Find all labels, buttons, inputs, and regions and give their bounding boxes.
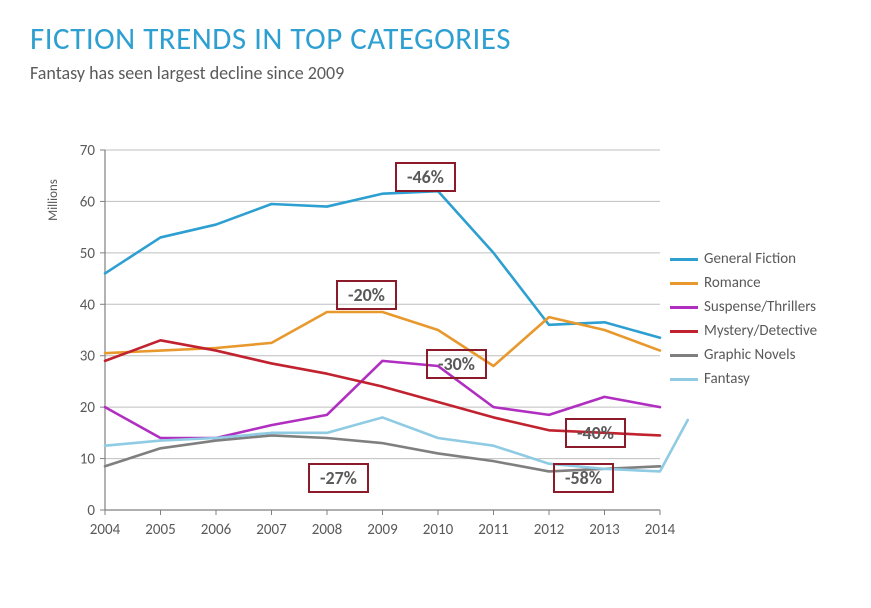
svg-text:2008: 2008 (312, 521, 342, 539)
svg-text:2007: 2007 (256, 521, 287, 539)
callout-label: -40% (565, 418, 626, 448)
legend-label: Romance (704, 274, 761, 292)
callout-label: -58% (553, 463, 614, 493)
svg-text:0: 0 (87, 502, 95, 520)
svg-text:30: 30 (80, 348, 96, 366)
legend-swatch (670, 258, 698, 261)
page-subtitle: Fantasy has seen largest decline since 2… (30, 62, 841, 84)
callout-label: -30% (426, 349, 487, 379)
svg-text:2006: 2006 (201, 521, 232, 539)
legend-swatch (670, 282, 698, 285)
callout-label: -20% (336, 280, 397, 310)
callout-label: -46% (395, 162, 456, 192)
svg-text:Millions: Millions (46, 179, 61, 221)
legend-label: Mystery/Detective (704, 322, 817, 340)
legend-swatch (670, 330, 698, 333)
svg-text:70: 70 (80, 142, 96, 160)
svg-text:2014: 2014 (645, 521, 676, 539)
legend-label: Suspense/Thrillers (704, 298, 816, 316)
legend-label: General Fiction (704, 250, 796, 268)
svg-text:2009: 2009 (367, 521, 398, 539)
svg-text:20: 20 (80, 399, 96, 417)
legend-item: Graphic Novels (670, 346, 817, 364)
svg-text:2005: 2005 (145, 521, 175, 539)
legend-swatch (670, 354, 698, 357)
svg-text:10: 10 (80, 451, 96, 469)
legend-item: Mystery/Detective (670, 322, 817, 340)
legend: General Fiction Romance Suspense/Thrillers… (670, 250, 817, 394)
svg-text:40: 40 (80, 296, 96, 314)
page-title: FICTION TRENDS IN TOP CATEGORIES (30, 20, 841, 58)
legend-item: Fantasy (670, 370, 817, 388)
legend-item: Suspense/Thrillers (670, 298, 817, 316)
chart-container: FICTION TRENDS IN TOP CATEGORIES Fantasy… (0, 0, 871, 608)
chart-area: 0 10 20 30 40 50 60 70 2004 2005 2006 2007 2008 2009 2… (30, 140, 850, 580)
svg-text:2011: 2011 (478, 521, 508, 539)
callout-label: -27% (308, 463, 369, 493)
legend-item: General Fiction (670, 250, 817, 268)
legend-label: Fantasy (704, 370, 750, 388)
svg-text:50: 50 (80, 245, 96, 263)
legend-swatch (670, 378, 698, 381)
legend-item: Romance (670, 274, 817, 292)
svg-text:2012: 2012 (534, 521, 564, 539)
legend-swatch (670, 306, 698, 309)
svg-text:2013: 2013 (589, 521, 620, 539)
svg-text:2010: 2010 (423, 521, 454, 539)
svg-text:60: 60 (80, 193, 96, 211)
svg-text:2004: 2004 (90, 521, 121, 539)
legend-label: Graphic Novels (704, 346, 795, 364)
